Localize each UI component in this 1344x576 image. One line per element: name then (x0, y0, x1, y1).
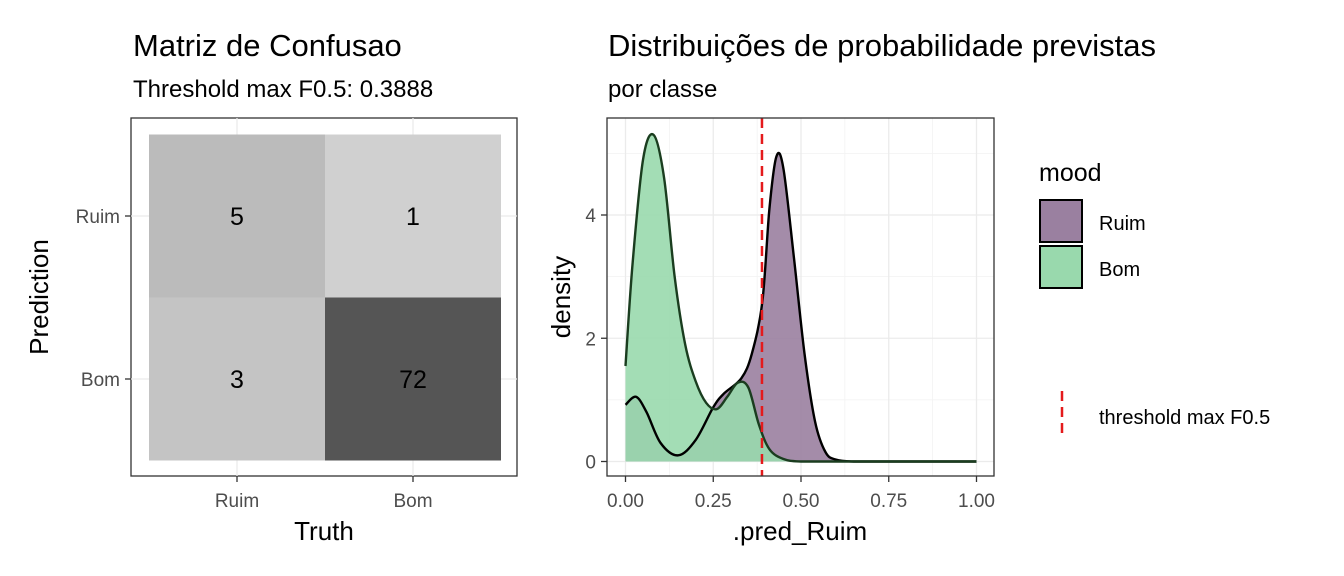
density-area-bom (625, 134, 977, 462)
density-y-tick-label: 2 (585, 329, 596, 350)
cm-y-axis-title: Prediction (24, 239, 54, 355)
density-title: Distribuições de probabilidade previstas (608, 28, 1156, 63)
density-y-axis-title: density (546, 256, 576, 338)
density-line-ruim (624, 151, 977, 463)
density-x-tick-label: 0.50 (783, 491, 820, 512)
cm-y-tick-label: Bom (81, 370, 120, 391)
density-ticks: 0.00 0.25 0.50 0.75 1.00 0 2 4 (585, 206, 995, 512)
legend-title: mood (1039, 159, 1102, 187)
density-x-tick-label: 0.25 (695, 491, 732, 512)
density-subtitle: por classe (608, 76, 717, 103)
cm-cell (325, 297, 501, 461)
cm-x-axis-title: Truth (294, 516, 354, 546)
density-x-tick-label: 0.75 (870, 491, 907, 512)
cm-cell (149, 297, 325, 461)
legend-label-threshold: threshold max F0.5 (1099, 407, 1270, 429)
cm-cell (149, 134, 325, 298)
cm-x-tick-label: Bom (393, 491, 432, 512)
density-area-ruim (625, 152, 977, 462)
cm-x-tick-label: Ruim (215, 491, 259, 512)
cm-cell-label: 3 (230, 366, 244, 394)
density-panel: Distribuições de probabilidade previstas… (546, 28, 1156, 546)
cm-subtitle: Threshold max F0.5: 0.3888 (133, 76, 433, 103)
cm-cell-label: 1 (406, 203, 420, 231)
density-x-tick-label: 1.00 (958, 491, 995, 512)
legend-key-ruim (1039, 199, 1083, 243)
cm-cells: 5 1 3 72 (149, 134, 501, 461)
density-y-tick-label: 0 (585, 453, 596, 474)
cm-y-tick-label: Ruim (76, 207, 120, 228)
legend: mood Ruim Bom threshold max F0.5 (1039, 159, 1270, 438)
density-y-tick-label: 4 (585, 206, 596, 227)
cm-cell-label: 72 (399, 366, 427, 394)
density-areas (624, 132, 977, 463)
density-line-bom (624, 132, 977, 463)
density-x-axis-title: .pred_Ruim (733, 516, 867, 546)
legend-label-bom: Bom (1099, 259, 1140, 281)
legend-keys: Ruim Bom (1039, 199, 1146, 289)
cm-ticks: Ruim Bom Ruim Bom (76, 207, 433, 512)
cm-cell (325, 134, 501, 298)
legend-key-bom (1039, 245, 1083, 289)
legend-label-ruim: Ruim (1099, 213, 1146, 235)
confusion-matrix-panel: Matriz de Confusao Threshold max F0.5: 0… (24, 28, 518, 546)
density-x-tick-label: 0.00 (607, 491, 644, 512)
cm-title: Matriz de Confusao (133, 28, 402, 63)
cm-cell-label: 5 (230, 203, 244, 231)
